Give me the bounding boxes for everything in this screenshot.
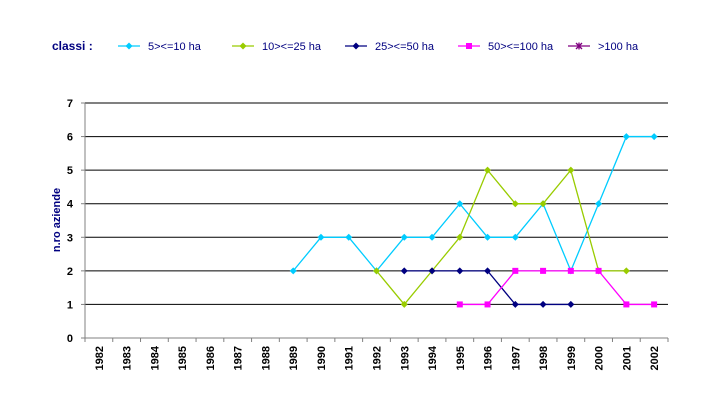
- data-point: [484, 267, 492, 275]
- y-tick-label: 5: [67, 165, 73, 177]
- legend-swatch-marker: [239, 42, 247, 50]
- series-line: [459, 270, 655, 306]
- x-tick-label: 1992: [372, 346, 384, 370]
- y-tick-label: 3: [67, 232, 73, 244]
- data-point: [567, 300, 575, 308]
- series-3: [400, 267, 575, 308]
- data-point: [373, 267, 380, 275]
- y-tick-label: 4: [67, 199, 74, 211]
- series-1: [289, 133, 658, 275]
- data-point: [484, 301, 491, 308]
- data-point: [512, 267, 519, 274]
- legend-swatch-marker: [575, 42, 583, 50]
- data-point: [456, 233, 464, 241]
- x-tick-label: 1997: [510, 346, 522, 370]
- data-point: [400, 233, 408, 241]
- series-line: [292, 135, 655, 273]
- data-point: [400, 300, 408, 308]
- data-point: [539, 300, 547, 308]
- data-point: [595, 267, 602, 274]
- data-point: [622, 267, 630, 275]
- series-group: [289, 133, 658, 308]
- data-point: [511, 200, 519, 208]
- x-tick-label: 1995: [455, 346, 467, 370]
- x-tick-labels: 1982 1983 1984 1985 1986 1987 1988 1989 1990 1991…: [94, 345, 661, 370]
- data-point: [511, 300, 519, 308]
- y-tick-label: 0: [67, 333, 73, 345]
- legend-label: >100 ha: [598, 41, 639, 53]
- data-point: [456, 301, 463, 308]
- x-tick-label: 1999: [566, 346, 578, 370]
- legend-entry: 25><=50 ha: [345, 41, 435, 53]
- legend-label: 10><=25 ha: [262, 41, 322, 53]
- x-tick-label: 1988: [260, 346, 272, 370]
- data-point: [595, 200, 603, 208]
- legend-entry: >100 ha: [568, 41, 639, 53]
- legend-title: classi :: [52, 39, 93, 53]
- data-point: [651, 301, 658, 308]
- x-tick-label: 1982: [94, 346, 106, 370]
- legend-entry: 5><=10 ha: [118, 41, 202, 53]
- series-4: [456, 267, 658, 308]
- x-tick-label: 1996: [483, 346, 495, 370]
- series-line: [375, 168, 627, 306]
- x-tick-label: 1990: [316, 346, 328, 370]
- data-point: [484, 166, 492, 174]
- y-tick-labels: 0 1 2 3 4 5 6 7: [67, 98, 74, 345]
- axes: [81, 102, 669, 342]
- legend-swatch-marker: [125, 42, 133, 50]
- x-tick-label: 1994: [427, 345, 439, 370]
- data-point: [540, 267, 547, 274]
- x-tick-label: 1987: [233, 346, 245, 370]
- data-point: [289, 267, 297, 275]
- data-point: [622, 133, 630, 141]
- legend-entry: 10><=25 ha: [232, 41, 322, 53]
- x-tick-label: 1989: [288, 346, 300, 370]
- data-point: [456, 200, 464, 208]
- data-point: [567, 166, 575, 174]
- y-axis-label: n.ro aziende: [51, 188, 63, 252]
- x-tick-label: 1984: [149, 345, 161, 370]
- legend-swatch-marker: [352, 42, 360, 50]
- y-tick-label: 1: [67, 299, 73, 311]
- data-point: [539, 200, 547, 208]
- data-point: [511, 233, 519, 241]
- x-tick-label: 1991: [344, 346, 356, 370]
- data-point: [484, 233, 492, 241]
- x-tick-label: 1983: [122, 346, 134, 370]
- data-point: [428, 267, 436, 275]
- legend-swatch-marker: [466, 43, 472, 49]
- legend-entry: 50><=100 ha: [458, 41, 554, 53]
- y-tick-label: 6: [67, 132, 73, 144]
- series-line: [404, 270, 571, 306]
- data-point: [400, 267, 408, 275]
- data-point: [623, 301, 630, 308]
- legend-label: 25><=50 ha: [375, 41, 435, 53]
- data-point: [317, 233, 325, 241]
- y-tick-label: 7: [67, 98, 73, 110]
- x-tick-label: 1986: [205, 346, 217, 370]
- data-point: [650, 133, 658, 141]
- x-tick-label: 2000: [594, 346, 606, 370]
- legend: classi : 5><=10 ha 10><=25 ha 25><=50 ha 50…: [52, 39, 639, 53]
- data-point: [428, 233, 436, 241]
- data-point: [345, 233, 353, 241]
- legend-label: 5><=10 ha: [148, 41, 202, 53]
- x-tick-label: 1993: [399, 346, 411, 370]
- data-point: [567, 267, 574, 274]
- x-tick-label: 1985: [177, 346, 189, 370]
- legend-label: 50><=100 ha: [488, 41, 554, 53]
- x-tick-label: 2001: [621, 346, 633, 370]
- x-tick-label: 2002: [649, 346, 661, 370]
- x-tick-label: 1998: [538, 346, 550, 370]
- y-tick-label: 2: [67, 266, 73, 278]
- data-point: [456, 267, 464, 275]
